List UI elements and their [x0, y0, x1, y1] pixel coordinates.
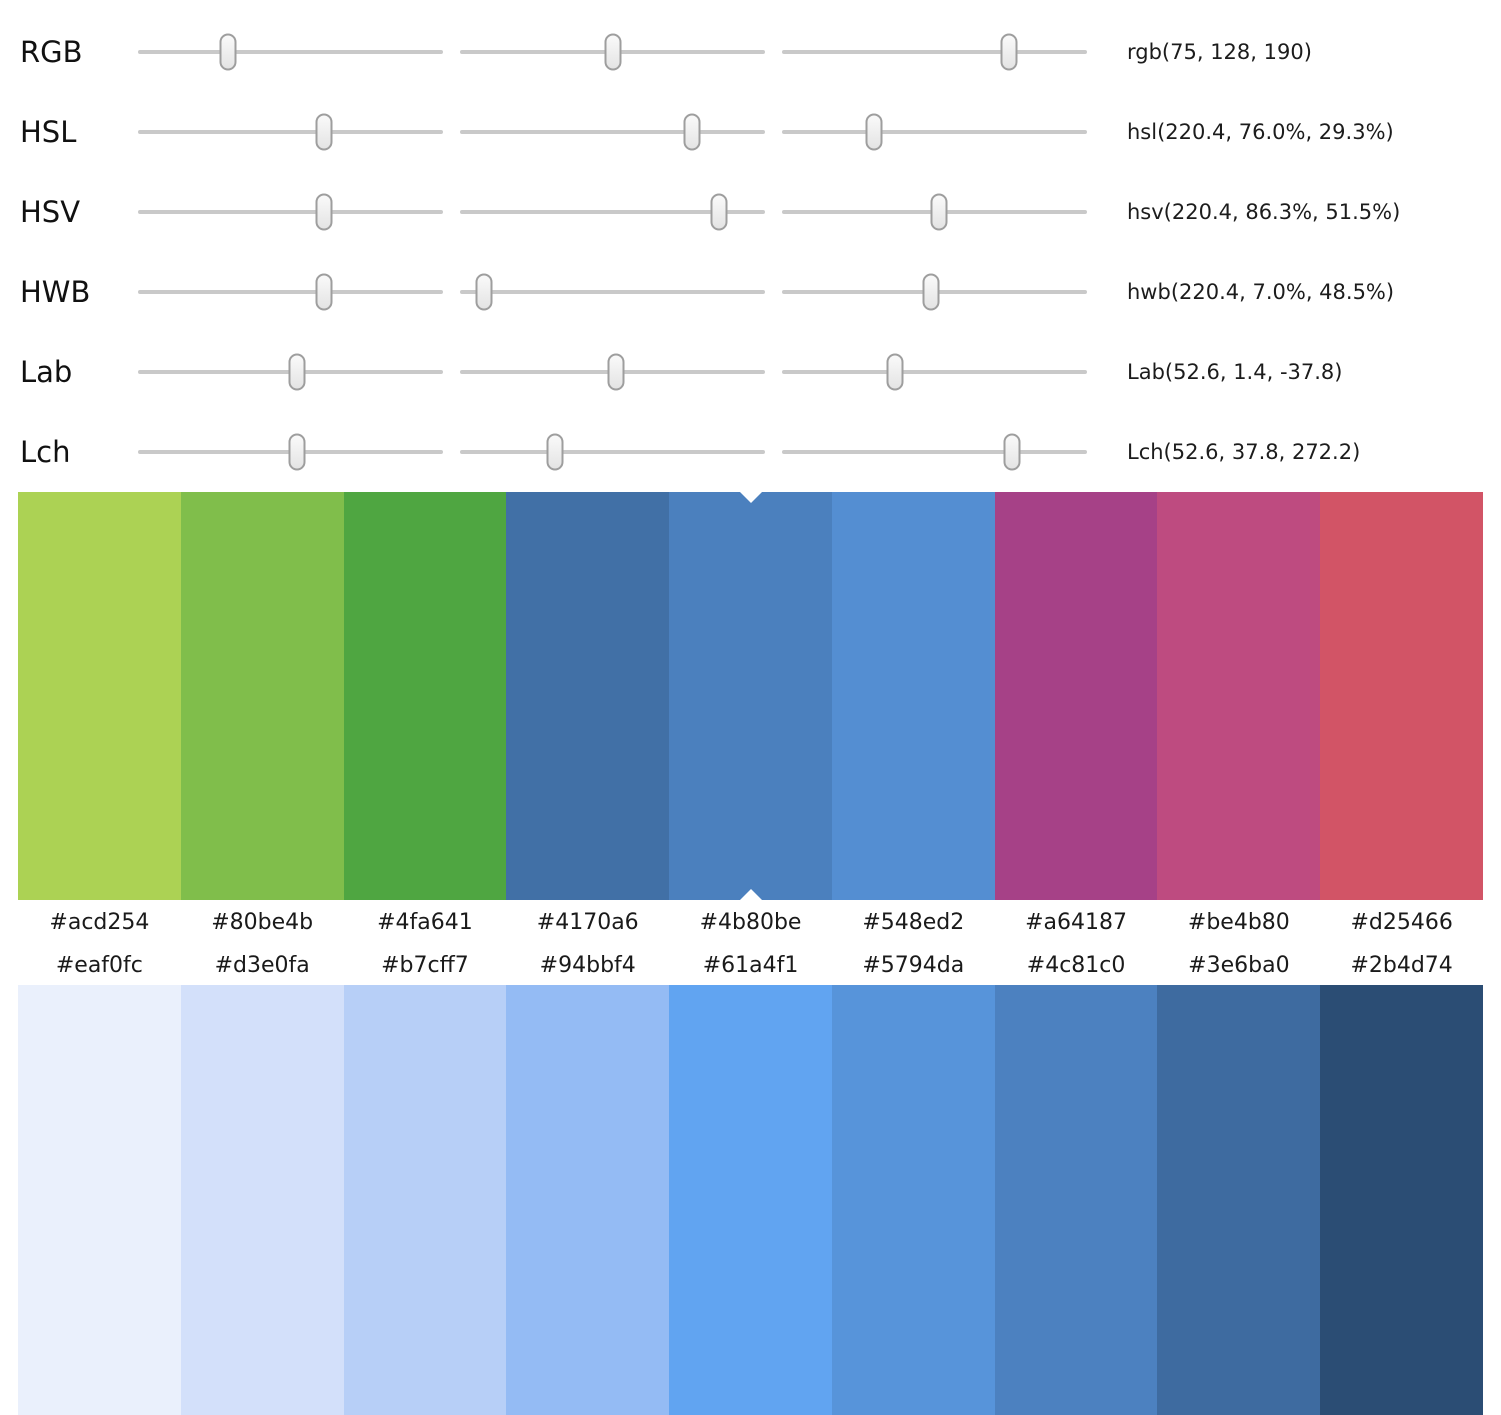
rgb-slider-handle-2[interactable]: [604, 33, 622, 71]
tint-hex-label-0: #eaf0fc: [55, 952, 143, 978]
hsv-slider-handle-3[interactable]: [930, 193, 948, 231]
slider-row-hwb: HWB hwb(220.4, 7.0%, 48.5%): [0, 252, 1501, 332]
slider-row-hsv: HSV hsv(220.4, 86.3%, 51.5%): [0, 172, 1501, 252]
lab-slider-handle-3[interactable]: [886, 353, 904, 391]
hwb-slider-track-1[interactable]: [138, 273, 443, 311]
tint-hex-label-3: #94bbf4: [539, 952, 636, 978]
tint-swatch-1[interactable]: [180, 985, 344, 1415]
hue-swatch-0[interactable]: [18, 492, 181, 900]
hsv-slider-track-1[interactable]: [138, 193, 443, 231]
color-value-lch: Lch(52.6, 37.8, 272.2): [1127, 440, 1361, 464]
hsl-slider-track-1[interactable]: [138, 113, 443, 151]
slider-row-hsl: HSL hsl(220.4, 76.0%, 29.3%): [0, 92, 1501, 172]
hsl-slider-track-3[interactable]: [782, 113, 1087, 151]
rgb-slider-track-3[interactable]: [782, 33, 1087, 71]
hsv-slider-track-3[interactable]: [782, 193, 1087, 231]
color-value-hsv: hsv(220.4, 86.3%, 51.5%): [1127, 200, 1401, 224]
colorspace-label-rgb: RGB: [20, 35, 83, 69]
hue-hex-label-6: #a64187: [1025, 910, 1128, 935]
hue-hex-label-0: #acd254: [49, 910, 150, 935]
lab-slider-track-3[interactable]: [782, 353, 1087, 391]
hue-hex-label-5: #548ed2: [862, 910, 965, 935]
slider-row-lch: Lch Lch(52.6, 37.8, 272.2): [0, 412, 1501, 492]
hwb-slider-track-2[interactable]: [460, 273, 765, 311]
hue-swatch-3[interactable]: [506, 492, 670, 900]
tint-hex-label-7: #3e6ba0: [1188, 952, 1290, 978]
colorspace-label-hsl: HSL: [20, 115, 77, 149]
hue-swatch-1[interactable]: [180, 492, 344, 900]
tint-swatch-5[interactable]: [831, 985, 995, 1415]
tint-hex-label-1: #d3e0fa: [214, 952, 310, 978]
tint-hex-label-2: #b7cff7: [381, 952, 469, 978]
tint-swatch-6[interactable]: [994, 985, 1158, 1415]
hue-palette-labels: #acd254 #80be4b #4fa641 #4170a6 #4b80be #548e…: [18, 900, 1483, 945]
hue-swatch-2[interactable]: [343, 492, 507, 900]
lab-slider-track-1[interactable]: [138, 353, 443, 391]
color-value-lab: Lab(52.6, 1.4, -37.8): [1127, 360, 1343, 384]
lch-slider-track-2[interactable]: [460, 433, 765, 471]
hue-palette-strip: [18, 492, 1484, 900]
slider-panel: RGB rgb(75, 128, 190) HSL hsl(220.4, 76.0%,…: [0, 0, 1501, 492]
color-value-hwb: hwb(220.4, 7.0%, 48.5%): [1127, 280, 1395, 304]
hsv-slider-handle-2[interactable]: [710, 193, 728, 231]
hue-swatch-6[interactable]: [994, 492, 1158, 900]
hue-swatch-8[interactable]: [1320, 492, 1484, 900]
colorspace-label-lab: Lab: [20, 355, 73, 389]
hue-hex-label-1: #80be4b: [211, 910, 314, 935]
tint-palette-strip: [18, 985, 1484, 1415]
rgb-slider-handle-1[interactable]: [219, 33, 237, 71]
hsl-slider-handle-3[interactable]: [865, 113, 882, 151]
hue-swatch-5[interactable]: [831, 492, 995, 900]
tint-swatch-0[interactable]: [18, 985, 181, 1415]
tint-swatch-8[interactable]: [1320, 985, 1484, 1415]
tint-swatch-2[interactable]: [343, 985, 507, 1415]
colorspace-label-hsv: HSV: [20, 195, 81, 229]
tint-hex-label-4: #61a4f1: [702, 952, 799, 978]
lch-slider-track-1[interactable]: [138, 433, 443, 471]
hsl-slider-handle-2[interactable]: [683, 113, 701, 151]
color-value-rgb: rgb(75, 128, 190): [1127, 40, 1312, 64]
tint-hex-label-5: #5794da: [862, 952, 965, 978]
hue-hex-label-2: #4fa641: [377, 910, 473, 935]
hue-swatch-4[interactable]: [669, 492, 832, 900]
tint-palette-labels: #eaf0fc #d3e0fa #b7cff7 #94bbf4 #61a4f1 #5794…: [18, 945, 1483, 985]
hue-hex-label-8: #d25466: [1350, 910, 1453, 935]
hue-hex-label-3: #4170a6: [536, 910, 639, 935]
slider-row-lab: Lab Lab(52.6, 1.4, -37.8): [0, 332, 1501, 412]
lab-slider-track-2[interactable]: [460, 353, 765, 391]
lch-slider-handle-1[interactable]: [288, 433, 306, 471]
hsv-slider-handle-1[interactable]: [315, 193, 333, 231]
tint-swatch-4[interactable]: [669, 985, 832, 1415]
rgb-slider-handle-3[interactable]: [1000, 33, 1018, 71]
hsl-slider-handle-1[interactable]: [315, 113, 333, 151]
lch-slider-handle-2[interactable]: [546, 433, 564, 471]
hue-swatch-7[interactable]: [1157, 492, 1321, 900]
tint-hex-label-6: #4c81c0: [1026, 952, 1126, 978]
hwb-slider-handle-1[interactable]: [315, 273, 333, 311]
hsl-slider-track-2[interactable]: [460, 113, 765, 151]
colorspace-label-lch: Lch: [20, 435, 71, 469]
hwb-slider-handle-3[interactable]: [922, 273, 940, 311]
lch-slider-track-3[interactable]: [782, 433, 1087, 471]
palette-area: #acd254 #80be4b #4fa641 #4170a6 #4b80be #548e…: [18, 492, 1484, 1415]
hwb-slider-handle-2[interactable]: [475, 273, 493, 311]
hue-hex-label-4: #4b80be: [699, 910, 802, 935]
lab-slider-handle-2[interactable]: [607, 353, 625, 391]
lch-slider-handle-3[interactable]: [1003, 433, 1021, 471]
tint-hex-label-8: #2b4d74: [1350, 952, 1453, 978]
color-value-hsl: hsl(220.4, 76.0%, 29.3%): [1127, 120, 1394, 144]
hsv-slider-track-2[interactable]: [460, 193, 765, 231]
slider-row-rgb: RGB rgb(75, 128, 190): [0, 12, 1501, 92]
hue-hex-label-7: #be4b80: [1187, 910, 1290, 935]
tint-swatch-3[interactable]: [506, 985, 670, 1415]
rgb-slider-track-2[interactable]: [460, 33, 765, 71]
lab-slider-handle-1[interactable]: [288, 353, 306, 391]
colorspace-label-hwb: HWB: [20, 275, 91, 309]
tint-swatch-7[interactable]: [1157, 985, 1321, 1415]
hwb-slider-track-3[interactable]: [782, 273, 1087, 311]
rgb-slider-track-1[interactable]: [138, 33, 443, 71]
